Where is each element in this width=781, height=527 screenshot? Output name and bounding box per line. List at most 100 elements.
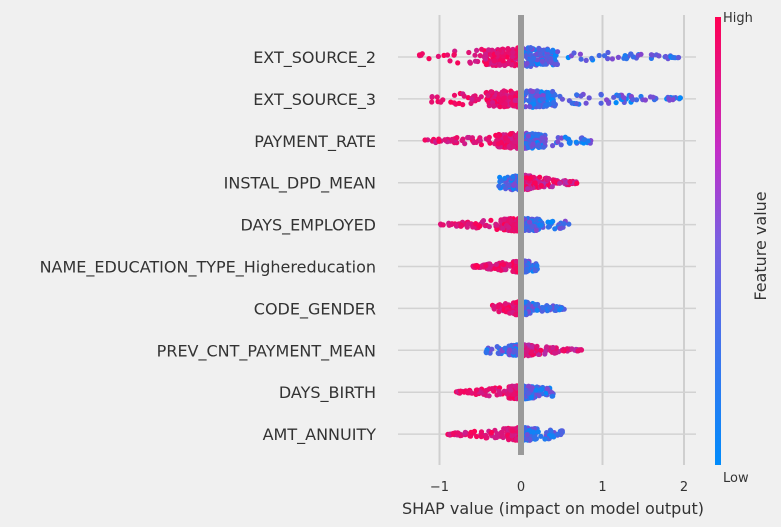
shap-point (534, 61, 541, 67)
shap-point (465, 390, 471, 396)
shap-point (501, 88, 507, 94)
shap-point (507, 94, 513, 100)
shap-point (525, 186, 531, 192)
x-axis-title: SHAP value (impact on model output) (402, 499, 704, 518)
shap-point (472, 52, 478, 58)
shap-point (479, 46, 485, 52)
feature-swarm (453, 382, 556, 402)
shap-point (550, 344, 556, 351)
shap-point (512, 139, 518, 145)
shap-point (586, 95, 592, 101)
shap-point (528, 94, 534, 100)
shap-point (456, 100, 462, 106)
shap-point (474, 47, 480, 54)
shap-point (513, 133, 520, 139)
shap-point (540, 93, 546, 99)
shap-point (502, 62, 508, 68)
feature-swarm (416, 45, 682, 69)
shap-point (555, 139, 561, 145)
shap-point (547, 304, 553, 311)
shap-point (485, 137, 491, 143)
shap-point (663, 53, 669, 60)
shap-point (526, 390, 532, 396)
shap-point (469, 135, 475, 141)
shap-point (458, 388, 464, 394)
shap-point (503, 186, 509, 192)
shap-point (504, 54, 510, 60)
shap-point (526, 219, 533, 225)
feature-label: EXT_SOURCE_3 (253, 90, 376, 110)
shap-point (480, 218, 487, 224)
shap-point (539, 135, 545, 141)
shap-point (566, 221, 572, 227)
shap-point (442, 137, 448, 143)
shap-point (538, 222, 544, 228)
shap-point (498, 267, 504, 273)
shap-point (510, 144, 517, 150)
shap-point (571, 50, 577, 56)
shap-point (451, 51, 457, 58)
shap-point (525, 133, 531, 139)
shap-point (507, 347, 513, 353)
colorbar-high-label: High (723, 11, 753, 26)
shap-point (496, 350, 502, 357)
shap-point (526, 427, 533, 434)
shap-point (534, 263, 540, 269)
shap-point (538, 386, 545, 393)
shap-point (670, 54, 677, 61)
feature-swarm (445, 425, 565, 443)
shap-point (544, 344, 550, 350)
shap-point (531, 101, 537, 107)
shap-point (510, 102, 516, 108)
shap-point (585, 138, 591, 144)
shap-point (492, 265, 498, 271)
shap-point (485, 93, 491, 99)
feature-labels: EXT_SOURCE_2 EXT_SOURCE_3 PAYMENT_RATE INST… (40, 48, 377, 445)
shap-point (500, 225, 506, 231)
shap-point (513, 300, 519, 306)
shap-point (513, 266, 519, 272)
shap-point (527, 176, 533, 182)
shap-point (509, 428, 515, 434)
shap-point (477, 53, 483, 59)
shap-point (538, 183, 544, 189)
shap-point (539, 58, 545, 64)
shap-point (478, 94, 484, 100)
shap-point (500, 58, 506, 64)
feature-row-lines (398, 56, 696, 435)
shap-point (506, 262, 512, 268)
shap-point (628, 51, 634, 57)
shap-point (529, 224, 535, 230)
shap-point (598, 91, 604, 97)
shap-point (589, 55, 595, 61)
shap-point (468, 429, 474, 435)
shap-point (503, 267, 509, 273)
shap-point (506, 143, 512, 149)
shap-point (569, 346, 575, 352)
shap-point (462, 141, 468, 147)
shap-point (531, 434, 537, 440)
feature-label: PAYMENT_RATE (254, 132, 376, 152)
shap-point (512, 226, 518, 232)
shap-point (497, 104, 503, 110)
shap-point (440, 222, 446, 228)
shap-point (473, 387, 479, 393)
feature-swarm (489, 299, 567, 318)
shap-point (550, 143, 556, 149)
shap-point (506, 224, 512, 230)
shap-point (656, 53, 662, 59)
shap-point (529, 345, 535, 351)
shap-point (505, 60, 512, 66)
shap-point (561, 221, 567, 227)
shap-point (548, 433, 554, 439)
shap-point (523, 269, 529, 275)
shap-point (468, 100, 474, 106)
shap-point (555, 49, 561, 55)
shap-point (536, 103, 542, 109)
shap-point (436, 138, 442, 144)
shap-point (549, 49, 555, 55)
shap-point (601, 53, 608, 59)
shap-point (502, 345, 508, 351)
shap-point (581, 137, 587, 143)
